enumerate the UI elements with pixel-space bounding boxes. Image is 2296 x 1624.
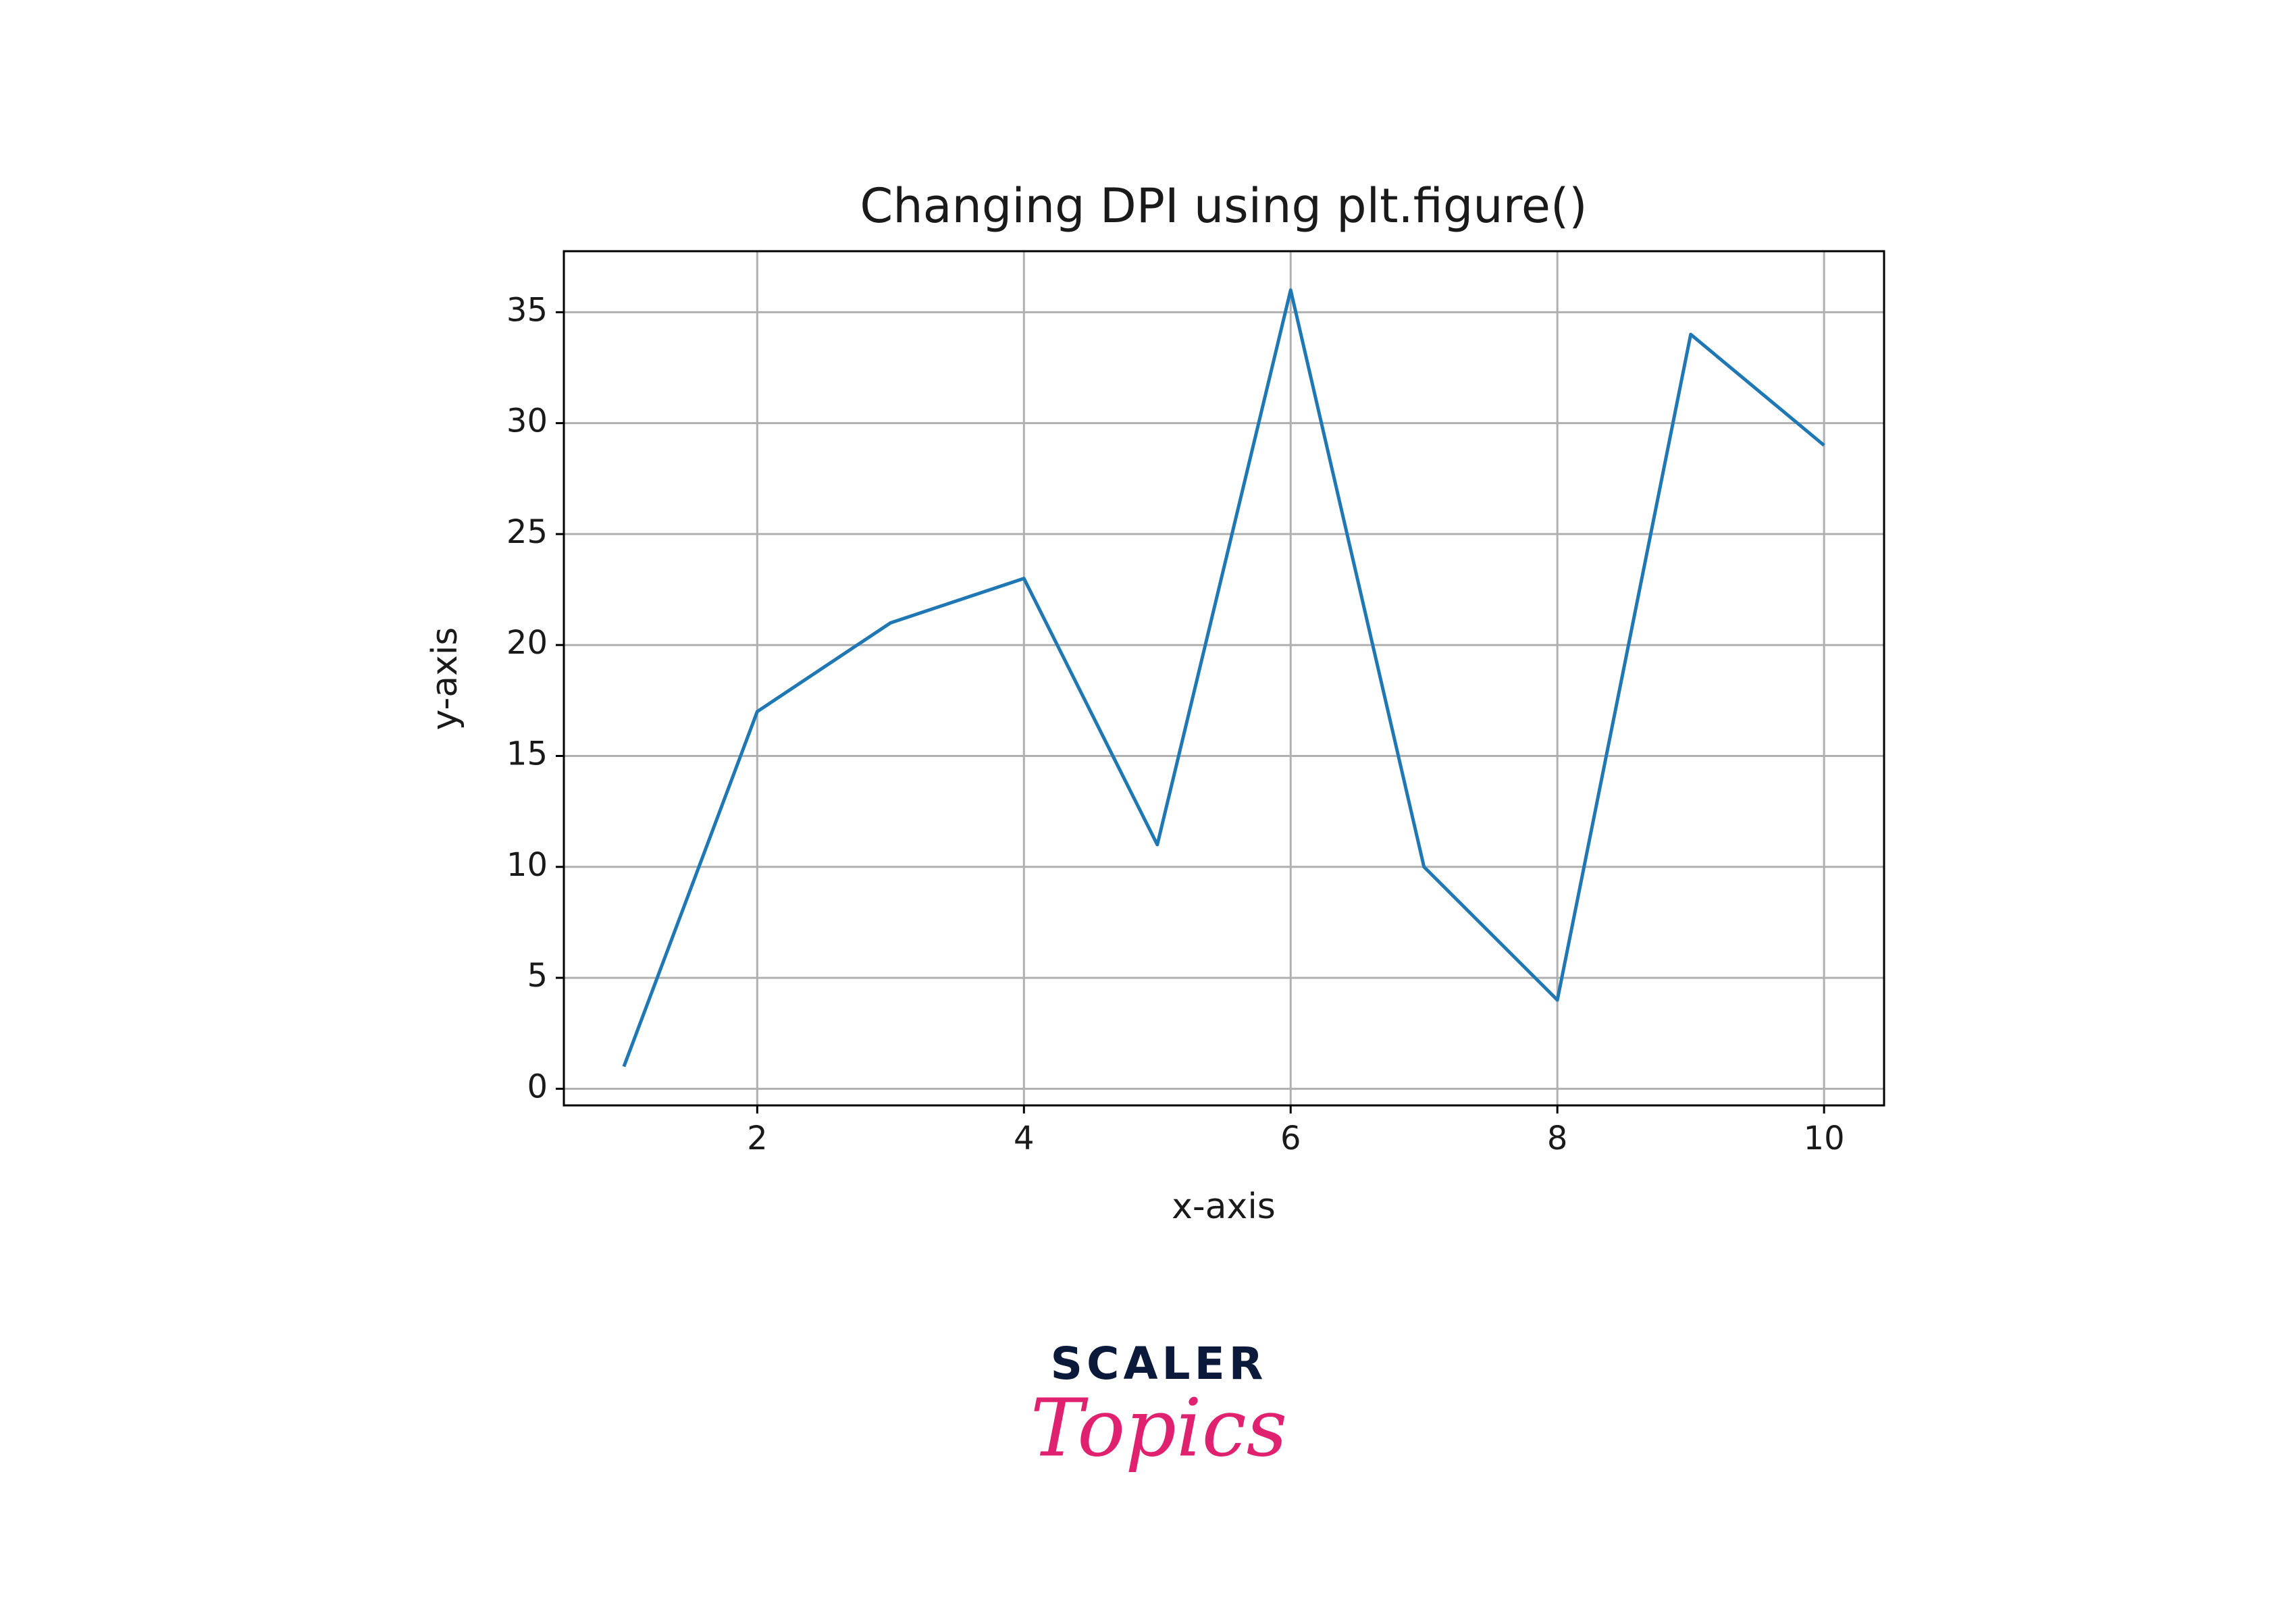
y-tick-label: 0 (527, 1068, 548, 1105)
x-tick-label: 2 (747, 1120, 768, 1157)
y-tick-label: 30 (506, 402, 548, 440)
x-tick-label: 4 (1014, 1120, 1035, 1157)
y-tick-label: 15 (506, 735, 548, 773)
data-line (622, 288, 1825, 1068)
y-axis-label: y-axis (425, 627, 465, 731)
x-axis-label: x-axis (1172, 1186, 1276, 1227)
logo-line1: SCALER (1050, 1338, 1267, 1390)
y-tick-label: 25 (506, 513, 548, 551)
x-tick-label: 8 (1547, 1120, 1568, 1157)
plot-area: 0 5 10 15 20 25 30 35 2 4 6 8 10 (506, 250, 1885, 1157)
x-tick-label: 10 (1804, 1120, 1845, 1157)
y-tick-label: 35 (506, 291, 548, 329)
chart-title: Changing DPI using plt.figure() (860, 178, 1587, 234)
x-tick-label: 6 (1280, 1120, 1301, 1157)
y-tick-label: 5 (527, 957, 548, 995)
axes-frame (563, 250, 1885, 1107)
y-tick-label: 10 (506, 846, 548, 884)
y-tick-label: 20 (506, 624, 548, 662)
logo-line2: Topics (1030, 1382, 1288, 1475)
